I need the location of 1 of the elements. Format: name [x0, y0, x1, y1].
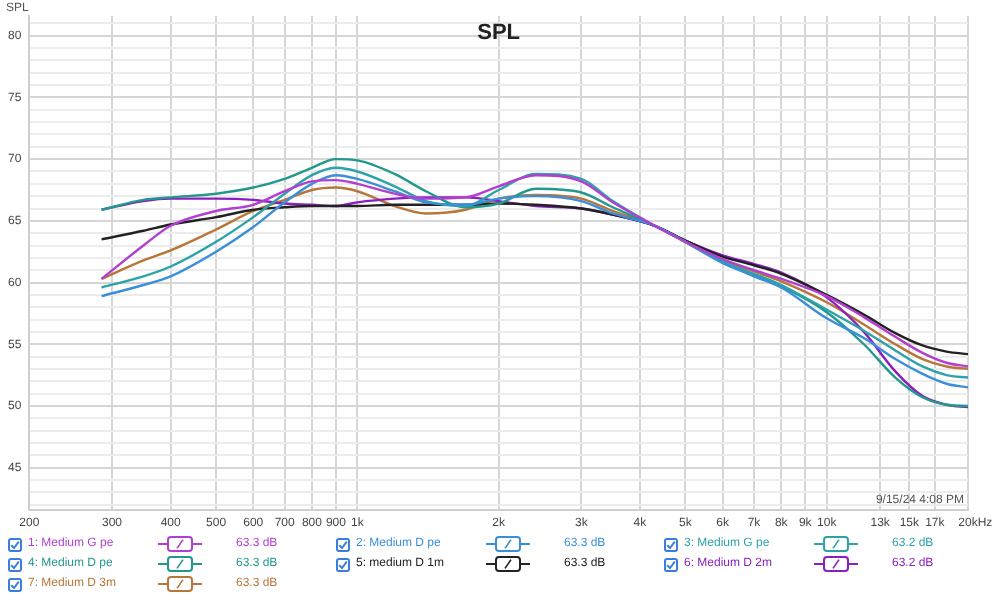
- chart-title: SPL: [477, 21, 521, 46]
